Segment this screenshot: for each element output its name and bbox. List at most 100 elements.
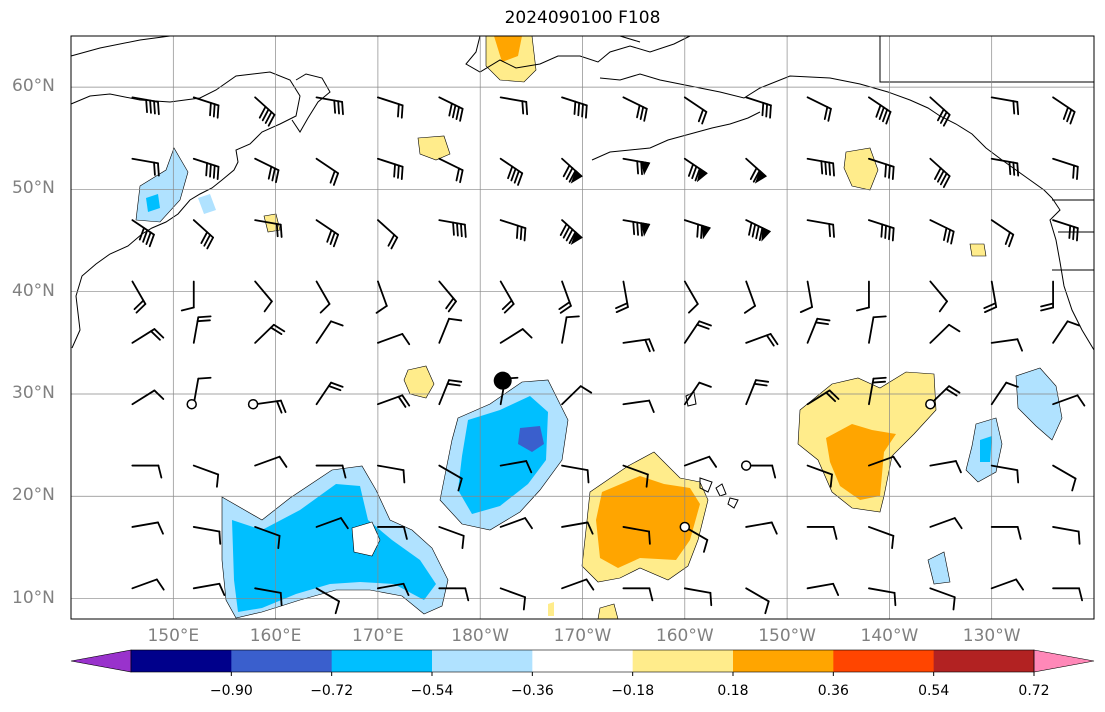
wind-barb [929, 280, 948, 313]
wind-barb [131, 464, 163, 479]
wind-barb [683, 320, 712, 344]
wind-barb [745, 96, 772, 119]
strong-negative-core [518, 426, 544, 452]
wind-barb [375, 280, 388, 314]
wind-barb [561, 157, 583, 184]
longitude-label: 180°W [451, 626, 510, 646]
wind-barb [315, 517, 349, 530]
wind-barb [806, 219, 835, 238]
positive-anomaly-region [417, 135, 451, 161]
longitude-label: 160°W [655, 626, 714, 646]
longitude-label: 160°E [249, 626, 302, 646]
wind-barb [868, 96, 892, 125]
map-frame [70, 35, 1095, 620]
colorbar-segment [532, 650, 634, 672]
wind-barb [315, 157, 339, 186]
wind-barb [561, 464, 590, 484]
wind-barb [376, 219, 399, 250]
wind-barb [499, 280, 515, 314]
wind-barb [868, 587, 897, 607]
wind-barb [683, 280, 699, 314]
colorbar-tick-label: 0.90 [1099, 683, 1105, 699]
wind-barb [990, 526, 1022, 540]
wind-barb [254, 455, 288, 468]
wind-barb [799, 280, 813, 314]
colorbar-segment [231, 650, 333, 672]
wind-barb [561, 521, 594, 535]
wind-barb [499, 157, 524, 186]
wind-barb [192, 526, 222, 545]
station-marker [679, 521, 691, 533]
colorbar-outline [130, 649, 1035, 673]
asia-coastline [70, 35, 171, 57]
colorbar-segment [432, 650, 533, 672]
longitude-label: 140°W [860, 626, 919, 646]
wind-barb [438, 526, 465, 550]
longitude-label: 150°E [147, 626, 200, 646]
wind-barb [1052, 526, 1081, 545]
wind-barb [131, 157, 160, 177]
colorbar [70, 649, 1095, 676]
wind-barb [192, 157, 220, 181]
aleutian-islands [591, 111, 761, 161]
wind-barb [192, 582, 226, 596]
wind-barb [622, 96, 648, 122]
wind-barb [438, 219, 467, 238]
negative-anomaly-region [198, 194, 216, 214]
wind-barb [868, 219, 895, 242]
positive-anomaly-region [403, 365, 435, 399]
wind-barb [745, 157, 768, 184]
wind-barbs [131, 96, 1086, 615]
wind-barb [929, 96, 951, 127]
colorbar-segment [933, 650, 1035, 672]
wind-barb [559, 219, 583, 246]
wind-barb [315, 320, 344, 344]
wind-barb [376, 526, 408, 540]
hawaii-islands [685, 391, 739, 509]
wind-barb [315, 464, 347, 479]
wind-barb [683, 96, 708, 125]
wind-barb [1052, 320, 1081, 344]
wind-barb [131, 521, 164, 535]
colorbar-tick-label: 0.18 [717, 683, 749, 699]
wind-barb [180, 280, 195, 312]
latitude-label: 50°N [12, 178, 55, 199]
colorbar-tick-label: −0.90 [209, 683, 253, 699]
latitude-label: 30°N [12, 382, 55, 403]
station-marker [186, 398, 197, 410]
wind-barb [745, 333, 779, 347]
longitude-label: 130°W [962, 626, 1021, 646]
wind-barb [315, 96, 344, 116]
wind-barb [315, 587, 340, 615]
wind-barb [745, 219, 772, 242]
wind-barb [131, 280, 147, 314]
wind-barb [438, 587, 470, 602]
colorbar-tick-label: 0.72 [1018, 683, 1050, 699]
wind-barb [131, 328, 165, 344]
wind-barb [131, 219, 155, 248]
wind-barb [745, 587, 770, 615]
wind-barb [683, 157, 708, 183]
alaska-panhandle [879, 36, 1094, 271]
wind-barb [561, 578, 595, 591]
colorbar-segment [131, 650, 232, 672]
wind-barb [561, 96, 588, 119]
positive-anomaly-region [548, 602, 554, 616]
wind-barb [376, 394, 411, 408]
wind-barb [806, 96, 832, 122]
wind-barb [806, 464, 833, 488]
station-marker [925, 398, 936, 410]
wind-barb [499, 328, 533, 344]
latitude-label: 60°N [12, 76, 55, 97]
longitude-label: 170°E [352, 626, 404, 646]
negative-anomaly-core [146, 194, 160, 212]
wind-barb [315, 280, 331, 314]
colorbar-tick-label: 0.54 [918, 683, 950, 699]
longitude-label: 170°W [553, 626, 612, 646]
storm-center-marker [493, 371, 512, 390]
wind-barb [315, 381, 344, 406]
wind-barb [990, 338, 1023, 352]
wind-barb [499, 460, 533, 474]
wind-barb [622, 338, 655, 353]
